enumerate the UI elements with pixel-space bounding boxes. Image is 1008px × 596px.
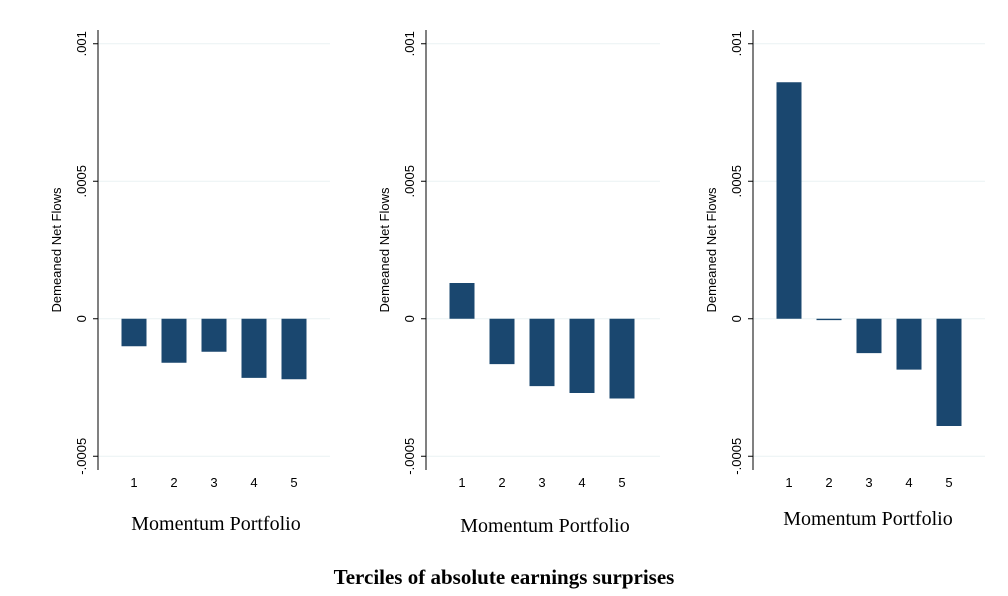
x-axis-label: Momentum Portfolio <box>460 515 629 537</box>
x-tick-label: 4 <box>905 475 912 490</box>
x-tick-label: 3 <box>865 475 872 490</box>
x-tick-label: 1 <box>458 475 465 490</box>
bar <box>609 318 635 399</box>
x-tick-label: 1 <box>130 475 137 490</box>
bar <box>241 318 267 378</box>
y-tick-label: -.0005 <box>74 438 89 475</box>
x-axis-label: Momentum Portfolio <box>783 508 952 530</box>
bar <box>449 283 475 319</box>
y-tick-label: -.0005 <box>729 438 744 475</box>
y-tick-label: -.0005 <box>402 438 417 475</box>
y-axis-label: Demeaned Net Flows <box>49 187 64 312</box>
y-axis-label: Demeaned Net Flows <box>377 187 392 312</box>
y-tick-label: 0 <box>74 315 89 322</box>
y-tick-label: 0 <box>729 315 744 322</box>
x-tick-label: 2 <box>170 475 177 490</box>
bar <box>776 82 802 319</box>
y-tick-label: .0005 <box>74 165 89 198</box>
bar <box>201 318 227 352</box>
x-tick-label: 4 <box>250 475 257 490</box>
bar <box>161 318 187 363</box>
figure-caption: Terciles of absolute earnings surprises <box>334 565 675 589</box>
bar <box>856 318 882 354</box>
y-tick-label: .001 <box>74 31 89 56</box>
bar <box>121 318 147 347</box>
bar <box>816 318 842 321</box>
y-axis-label: Demeaned Net Flows <box>704 187 719 312</box>
y-tick-label: .001 <box>402 31 417 56</box>
bar <box>281 318 307 380</box>
bar <box>936 318 962 426</box>
x-tick-label: 4 <box>578 475 585 490</box>
x-tick-label: 2 <box>498 475 505 490</box>
x-tick-label: 2 <box>825 475 832 490</box>
y-tick-label: 0 <box>402 315 417 322</box>
y-tick-label: .001 <box>729 31 744 56</box>
bar <box>529 318 555 387</box>
x-tick-label: 3 <box>538 475 545 490</box>
bar <box>569 318 595 393</box>
y-tick-label: .0005 <box>729 165 744 198</box>
x-tick-label: 5 <box>618 475 625 490</box>
x-tick-label: 1 <box>785 475 792 490</box>
x-axis-label: Momentum Portfolio <box>131 513 300 535</box>
x-tick-label: 5 <box>290 475 297 490</box>
bar <box>896 318 922 370</box>
bar <box>489 318 515 365</box>
y-tick-label: .0005 <box>402 165 417 198</box>
x-tick-label: 3 <box>210 475 217 490</box>
x-tick-label: 5 <box>945 475 952 490</box>
